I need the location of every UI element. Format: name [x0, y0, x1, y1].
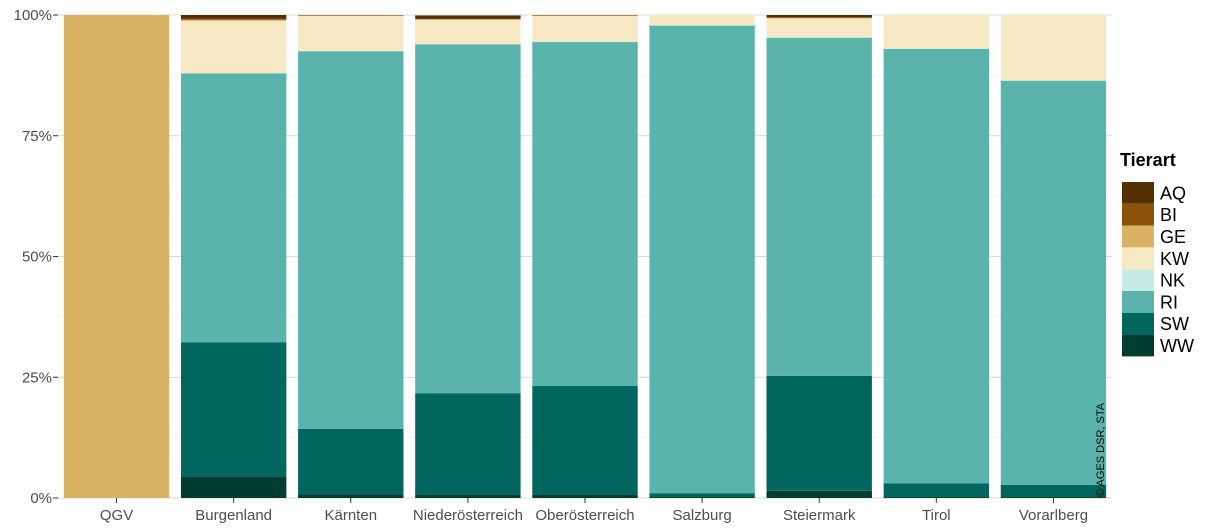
y-tick-label: 75%	[22, 128, 52, 145]
bar-segment-sw	[532, 385, 638, 495]
x-tick-label: Tirol	[922, 507, 951, 524]
bar-segment-ge	[180, 19, 287, 21]
bar-segment-kw	[532, 15, 638, 42]
bar-segment-kw	[415, 19, 521, 44]
x-tick-label: Niederösterreich	[413, 507, 523, 524]
bar-segment-ww	[298, 494, 404, 498]
bar-segment-ww	[883, 497, 990, 498]
legend-key-ww	[1122, 334, 1154, 357]
bar-segment-aq	[766, 15, 872, 18]
legend-title: Tierart	[1120, 150, 1176, 170]
bar-segment-sw	[180, 342, 287, 477]
bar-segment-ri	[649, 25, 755, 494]
bar-stack	[883, 15, 990, 498]
y-tick-label: 0%	[30, 490, 52, 507]
x-tick-label: QGV	[100, 507, 133, 524]
bars	[63, 15, 1107, 498]
legend-label-sw: SW	[1160, 314, 1189, 334]
bar-segment-ri	[1000, 80, 1107, 485]
bar-segment-ri	[532, 42, 638, 386]
bar-stack	[180, 15, 287, 498]
bar-segment-sw	[766, 375, 872, 491]
legend-key-ge	[1122, 225, 1154, 248]
legend-label-kw: KW	[1160, 249, 1189, 269]
bar-segment-aq	[415, 15, 521, 19]
bar-stack	[649, 15, 755, 498]
bar-segment-ri	[766, 37, 872, 376]
bar-segment-ww	[766, 490, 872, 498]
y-tick-label: 50%	[22, 249, 52, 266]
bar-stack	[63, 15, 170, 498]
bar-segment-bi	[180, 18, 287, 20]
bar-segment-ge	[63, 15, 170, 498]
legend-key-nk	[1122, 269, 1154, 291]
y-axis: 0% 25% 50% 75% 100%	[14, 7, 58, 507]
legend-label-ri: RI	[1160, 292, 1178, 312]
bar-segment-ww	[649, 497, 755, 498]
bar-segment-sw	[883, 483, 990, 498]
bar-stack	[532, 15, 638, 498]
legend-key-sw	[1122, 312, 1154, 335]
legend-label-bi: BI	[1160, 205, 1177, 225]
legend-key-ri	[1122, 291, 1154, 313]
legend-key-bi	[1122, 203, 1154, 226]
x-tick-label: Oberösterreich	[535, 507, 634, 524]
bar-segment-ri	[883, 48, 990, 484]
x-tick-label: Steiermark	[783, 507, 856, 524]
bar-segment-ww	[1000, 497, 1107, 498]
bar-stack	[1000, 15, 1107, 498]
bar-segment-aq	[180, 15, 287, 19]
x-tick-label: Kärnten	[325, 507, 378, 524]
bar-stack	[298, 15, 404, 498]
bar-segment-sw	[415, 393, 521, 495]
legend-label-nk: NK	[1160, 271, 1185, 291]
bar-segment-kw	[1000, 15, 1107, 81]
legend-label-aq: AQ	[1160, 183, 1186, 203]
x-tick-label: Salzburg	[673, 507, 732, 524]
bar-segment-kw	[180, 20, 287, 73]
bar-segment-sw	[298, 428, 404, 495]
bar-segment-sw	[649, 493, 755, 498]
bar-segment-ri	[298, 51, 404, 429]
legend-label-ge: GE	[1160, 227, 1186, 247]
y-tick-label: 100%	[14, 7, 52, 24]
x-tick-label: Burgenland	[195, 507, 272, 524]
bar-segment-sw	[1000, 484, 1107, 498]
legend-key-kw	[1122, 247, 1154, 270]
bar-segment-ri	[180, 73, 287, 343]
bar-segment-kw	[883, 15, 990, 49]
legend-key-aq	[1122, 182, 1154, 204]
bar-segment-ww	[532, 494, 638, 498]
bar-segment-ww	[180, 476, 287, 498]
bar-stack	[415, 15, 521, 498]
x-axis: QGV Burgenland Kärnten Niederösterreich Ober…	[100, 498, 1088, 524]
bar-segment-ri	[415, 44, 521, 394]
x-tick-label: Vorarlberg	[1019, 507, 1088, 524]
bar-segment-kw	[298, 15, 404, 51]
legend-label-ww: WW	[1160, 336, 1194, 356]
bar-segment-ww	[415, 494, 521, 498]
y-tick-label: 25%	[22, 369, 52, 386]
bar-segment-kw	[766, 18, 872, 38]
bar-segment-kw	[649, 15, 755, 26]
bar-stack	[766, 15, 872, 498]
copyright-annotation: © AGES DSR, STA	[1095, 402, 1107, 497]
